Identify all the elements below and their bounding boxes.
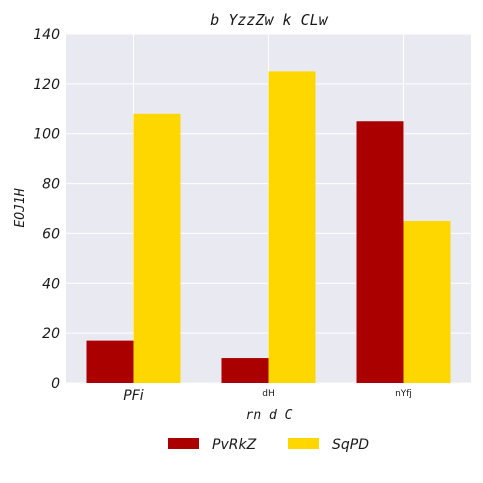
bar-SqPD-dH [268,71,316,384]
legend-label-SqPD: SqPD [332,437,369,453]
y-axis-label: EOJ1H [13,188,28,227]
bar-PvRkZ-dH [221,358,269,383]
bar-SqPD-PFi [133,113,181,384]
chart-title: b YzzZw k CLw [210,11,328,29]
bars [86,71,451,384]
y-tick-label: 20 [42,326,60,342]
bar-PvRkZ-nYfj [356,121,404,383]
x-tick-label: nYfj [395,389,412,399]
bar-PvRkZ-PFi [86,340,134,383]
legend-label-PvRkZ: PvRkZ [212,437,257,453]
y-tick-label: 140 [33,27,60,43]
x-tick-label: PFi [123,388,143,404]
legend-swatch-SqPD [288,438,319,449]
y-tick-label: 40 [42,276,60,292]
x-tick-label: dH [262,389,274,399]
y-tick-label: 80 [42,177,60,193]
y-tick-label: 120 [33,77,60,93]
x-axis-label: rn d C [246,408,293,423]
y-tick-label: 100 [33,127,60,143]
bar-SqPD-nYfj [403,220,451,383]
y-tick-label: 0 [51,376,60,392]
legend-swatch-PvRkZ [168,438,199,449]
y-tick-labels: 0 20 40 60 80 100 120 140 [33,27,60,392]
x-tick-labels: PFi dH nYfj [123,388,412,404]
legend: PvRkZ SqPD [168,437,369,453]
y-tick-label: 60 [42,226,60,242]
